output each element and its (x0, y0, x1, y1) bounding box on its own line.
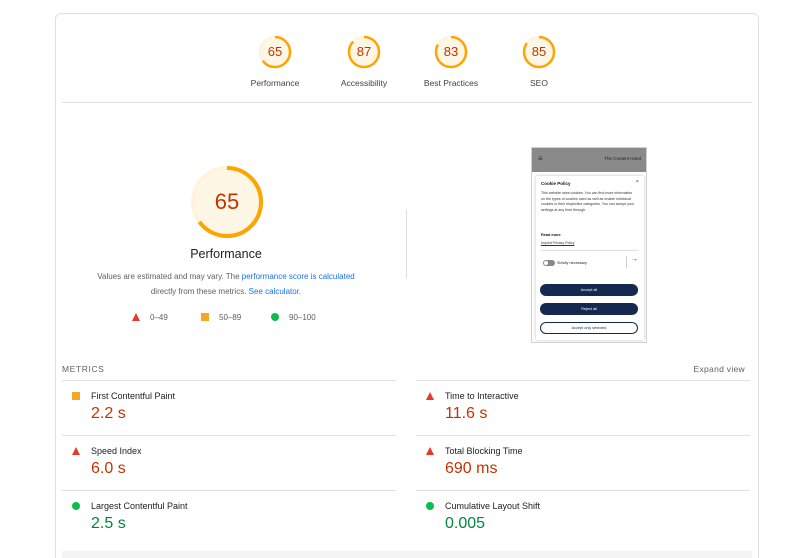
metric-value: 0.005 (445, 515, 486, 532)
metric-value: 2.2 s (91, 405, 126, 422)
toggle-switch (543, 260, 555, 266)
gauge-label: SEO (530, 78, 548, 88)
metric-time-to-interactive: Time to Interactive 11.6 s (416, 380, 750, 435)
performance-title: Performance (190, 247, 262, 261)
site-brand: The Content Hand (604, 156, 641, 161)
read-more-label: Read more (541, 233, 561, 237)
performance-gauge-arc (191, 166, 263, 238)
gauge-score: 65 (267, 44, 283, 59)
metric-total-blocking-time: Total Blocking Time 690 ms (416, 435, 750, 490)
gauge-arc (347, 35, 381, 69)
metric-name: Speed Index (91, 446, 142, 456)
header-divider (62, 102, 752, 103)
gauge-seo[interactable]: 85 SEO (499, 35, 579, 88)
arrow-right-icon: → (631, 256, 638, 263)
triangle-icon (72, 447, 80, 455)
metric-first-contentful-paint: First Contentful Paint 2.2 s (62, 380, 396, 435)
metrics-heading: METRICS (62, 364, 105, 374)
expand-view-button[interactable]: Expand view (693, 364, 745, 374)
square-icon (72, 392, 80, 400)
category-gauges: 65 Performance 87 Accessibility 83 (56, 14, 758, 102)
hamburger-menu-icon: ≡ (538, 154, 543, 163)
metric-name: Cumulative Layout Shift (445, 501, 541, 511)
legend-average-range: 50–89 (219, 313, 242, 322)
cookie-modal-text: This website uses cookies. You can find … (541, 191, 635, 212)
metric-speed-index: Speed Index 6.0 s (62, 435, 396, 490)
metric-largest-contentful-paint: Largest Contentful Paint 2.5 s (62, 490, 396, 545)
metric-value: 11.6 s (445, 405, 488, 422)
cookie-links: Imprint Privacy Policy (541, 241, 575, 245)
legend-pass: 90–100 (271, 313, 316, 322)
gauge-ring: 87 (347, 35, 381, 69)
triangle-icon (132, 313, 140, 321)
metric-name: Total Blocking Time (445, 446, 523, 456)
description-text: Values are estimated and may vary. The (97, 272, 242, 281)
square-icon (201, 313, 209, 321)
description-text: directly from these metrics. (150, 287, 249, 296)
gauge-label: Performance (250, 78, 300, 88)
page-screenshot-thumbnail[interactable]: ≡ The Content Hand Cookie Policy × This … (531, 147, 647, 343)
toggle-label: Strictly necessary (557, 261, 587, 265)
cookie-separator (626, 256, 627, 268)
metric-cumulative-layout-shift: Cumulative Layout Shift 0.005 (416, 490, 750, 545)
metric-value: 6.0 s (91, 460, 126, 477)
legend-average: 50–89 (201, 313, 241, 322)
performance-score: 65 (214, 189, 240, 214)
performance-gauge: 65 (189, 164, 265, 240)
metric-name: Time to Interactive (445, 391, 519, 401)
gauge-label: Best Practices (423, 78, 479, 88)
gauge-best-practices[interactable]: 83 Best Practices (411, 35, 491, 88)
gauge-ring: 85 (522, 35, 556, 69)
calculator-link[interactable]: See calculator. (248, 287, 302, 296)
circle-icon (72, 502, 80, 510)
vertical-divider (406, 210, 407, 278)
gauge-ring: 83 (434, 35, 468, 69)
gauge-arc (434, 35, 468, 69)
metric-name: First Contentful Paint (91, 391, 176, 401)
site-header (532, 148, 646, 172)
metric-value: 690 ms (445, 460, 498, 477)
triangle-icon (426, 447, 434, 455)
gauge-score: 85 (531, 44, 547, 59)
legend-fail-range: 0–49 (150, 313, 168, 322)
circle-icon (426, 502, 434, 510)
gauge-label: Accessibility (340, 78, 388, 88)
cookie-modal-title: Cookie Policy (541, 181, 571, 186)
performance-score-link[interactable]: performance score is calculated (241, 272, 355, 281)
triangle-icon (426, 392, 434, 400)
legend-pass-range: 90–100 (289, 313, 316, 322)
footer-bar (62, 551, 752, 558)
reject-all-button: Reject all (540, 303, 638, 315)
lighthouse-report-card: 65 Performance 87 Accessibility 83 (55, 13, 759, 558)
cookie-modal: Cookie Policy × This website uses cookie… (536, 176, 644, 340)
accept-selected-button: Accept only selected (540, 322, 638, 334)
gauge-performance[interactable]: 65 Performance (235, 35, 315, 88)
cookie-divider (541, 250, 639, 251)
gauge-accessibility[interactable]: 87 Accessibility (324, 35, 404, 88)
metric-value: 2.5 s (91, 515, 126, 532)
gauge-arc (522, 35, 556, 69)
gauge-arc (258, 35, 292, 69)
gauge-ring: 65 (258, 35, 292, 69)
gauge-score: 83 (443, 44, 459, 59)
gauge-score: 87 (356, 44, 372, 59)
performance-description: Values are estimated and may vary. The p… (66, 269, 386, 299)
close-icon: × (635, 179, 639, 185)
circle-icon (271, 313, 279, 321)
accept-all-button: Accept all (540, 284, 638, 296)
legend-fail: 0–49 (132, 313, 168, 322)
metric-name: Largest Contentful Paint (91, 501, 188, 511)
